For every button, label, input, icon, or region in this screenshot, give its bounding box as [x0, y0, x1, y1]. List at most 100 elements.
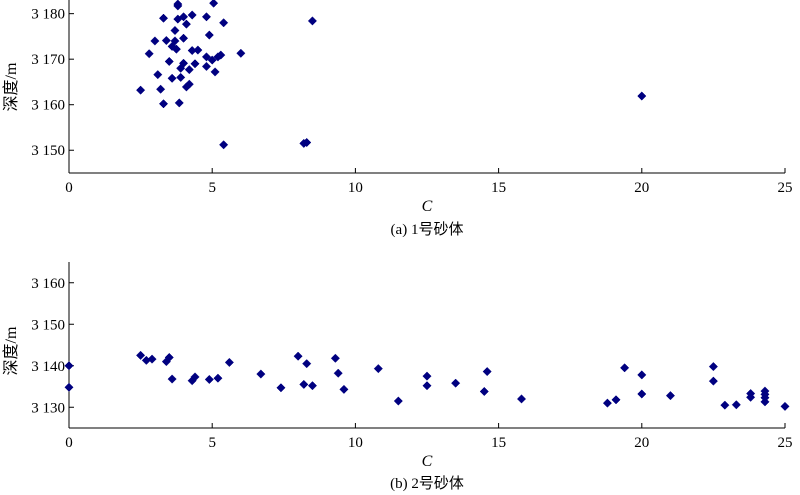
panel-a-data-point: [181, 19, 191, 29]
panel-a-y-tick-label: 3 160: [31, 98, 65, 114]
panel-a-y-tick-label: 3 170: [31, 52, 65, 68]
panel-a-data-point: [156, 84, 166, 94]
panel-a-data-point: [207, 55, 217, 65]
panel-a-data-point: [158, 99, 169, 109]
panel-b-data-point: [422, 371, 432, 381]
panel-a-data-point: [179, 58, 189, 68]
panel-b-x-tick-label: 0: [65, 435, 73, 451]
panel-b-data-point: [136, 350, 146, 360]
panel-b-axes: [68, 262, 785, 429]
panel-a-data-point: [209, 0, 219, 8]
panel-b-data-point: [620, 363, 630, 373]
panel-a-axes: [68, 0, 785, 174]
panel-a-data-point: [184, 79, 194, 89]
panel-b-data-point: [213, 373, 223, 383]
panel-a-data-point: [158, 13, 169, 23]
panel-b-data-point: [479, 386, 489, 397]
panel-b-caption: (b) 2号砂体: [390, 475, 464, 492]
panel-a-data-point: [179, 12, 189, 22]
panel-a-x-tick-label: 20: [634, 180, 649, 196]
panel-b-data-point: [393, 396, 403, 406]
panel-b-x-tick-label: 10: [348, 435, 363, 451]
panel-b-x-tick-label: 25: [778, 435, 793, 451]
panel-b-data-point: [720, 400, 730, 410]
panel-b-data-point: [516, 394, 527, 404]
panel-a-x-axis-title: C: [422, 198, 433, 215]
panel-a-data-point: [164, 56, 174, 67]
panel-a-data-point: [187, 10, 197, 20]
panel-a-data-point: [210, 67, 220, 77]
panel-b-data-point: [276, 383, 286, 393]
panel-a-data-point: [307, 16, 317, 26]
panel-b-x-tick-label: 20: [634, 435, 649, 451]
panel-a-data-point: [219, 18, 229, 28]
panel-a-data-point: [136, 85, 146, 95]
panel-b-data-point: [451, 378, 461, 388]
panel-a-caption: (a) 1号砂体: [391, 221, 464, 238]
panel-b-data-point: [167, 374, 177, 384]
panel-a-data-point: [167, 73, 177, 83]
panel-a-data-point: [193, 45, 203, 55]
panel-a-data-point: [236, 48, 246, 58]
panel-b-data-point: [637, 389, 647, 399]
panel-b-data-point: [482, 367, 492, 377]
panel-b-data-point: [780, 401, 790, 411]
panel-a-data-point: [219, 140, 229, 150]
panel-a-data-point: [161, 35, 171, 46]
panel-b-data-point: [147, 354, 157, 364]
panel-b-data-point: [164, 352, 174, 363]
panel-a-data-point: [170, 25, 180, 36]
panel-b-data-point: [760, 397, 770, 407]
panel-b-data-point: [708, 362, 718, 372]
panel-b-data-point: [422, 381, 432, 391]
panel-a-y-ticks: 3 150 3 160 3 170 3 180: [31, 7, 74, 159]
panel-b-data-point: [731, 400, 741, 410]
panel-b-data-point: [339, 384, 349, 394]
panel-b-data-point: [293, 351, 303, 361]
panel-b-data-point: [204, 374, 214, 384]
panel-b-x-tick-label: 15: [491, 435, 506, 451]
panel-b-data-point: [307, 381, 317, 391]
panel-b-y-tick-label: 3 130: [31, 400, 65, 416]
panel-b-data-point: [602, 398, 612, 408]
panel-b-data-point: [64, 382, 74, 392]
panel-a-y-axis-title: 深度/m: [2, 62, 20, 111]
panel-a-data-point: [201, 61, 212, 72]
panel-b-data-point: [373, 364, 383, 374]
panel-b-data-point: [224, 357, 234, 367]
panel-b-data-point: [302, 359, 312, 369]
panel-a-data-point: [302, 137, 312, 148]
panel-a-data-point: [190, 59, 200, 69]
panel-a-sandbody-1: 0 5 10 15 20 25 3 150 3 160 3 170 3 180 C 深度/m (…: [2, 0, 793, 238]
panel-a-data-point: [174, 98, 184, 108]
panel-a-y-tick-label: 3 180: [31, 7, 65, 23]
panel-b-data-point: [190, 372, 200, 382]
panel-a-data-point: [153, 70, 163, 80]
panel-a-points: [136, 0, 647, 150]
panel-b-y-tick-label: 3 140: [31, 359, 65, 375]
panel-a-x-ticks: 0 5 10 15 20 25: [65, 168, 793, 196]
panel-b-data-point: [330, 353, 340, 363]
panel-b-y-axis-title: 深度/m: [2, 326, 20, 375]
panel-a-data-point: [173, 1, 183, 11]
panel-a-data-point: [637, 91, 647, 101]
panel-a-data-point: [176, 72, 186, 82]
panel-b-data-point: [64, 361, 74, 371]
panel-a-data-point: [201, 12, 212, 22]
panel-b-data-point: [665, 391, 675, 401]
panel-a-data-point: [201, 52, 212, 62]
panel-a-y-tick-label: 3 150: [31, 143, 65, 159]
panel-a-data-point: [204, 30, 214, 40]
panel-b-x-ticks: 0 5 10 15 20 25: [65, 423, 793, 451]
panel-a-x-tick-label: 25: [778, 180, 793, 196]
panel-b-x-axis-title: C: [422, 453, 433, 470]
panel-b-sandbody-2: 0 5 10 15 20 25 3 130 3 140 3 150 3 160 C 深度/m (…: [2, 262, 793, 492]
panel-a-x-tick-label: 5: [208, 180, 216, 196]
panel-a-x-tick-label: 15: [491, 180, 506, 196]
panel-a-data-point: [170, 36, 180, 46]
panel-a-data-point: [216, 50, 226, 60]
panel-a-data-point: [184, 65, 194, 75]
panel-a-data-point: [150, 36, 160, 46]
panel-b-data-point: [611, 395, 621, 405]
